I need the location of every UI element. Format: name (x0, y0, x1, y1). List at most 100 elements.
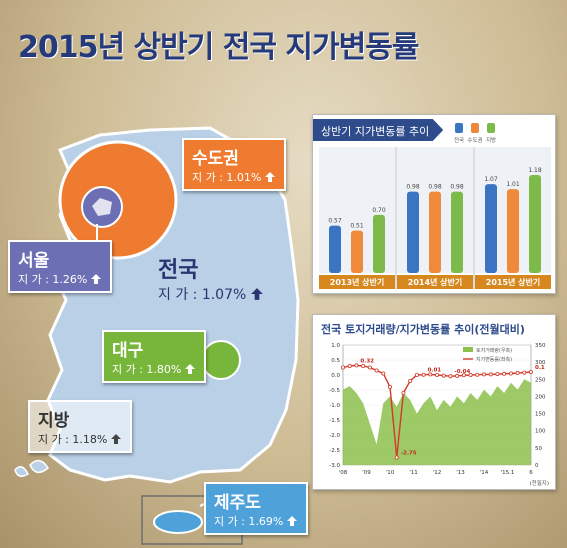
x-tick-label: '15.1 (501, 470, 515, 476)
price-change-point (502, 371, 507, 376)
seoul-rate: 지 가 : 1.26% (18, 273, 88, 286)
x-tick-label: '10 (386, 470, 395, 476)
daegu-circle (201, 340, 241, 380)
bar (373, 214, 385, 273)
right-tick-label: 200 (535, 394, 546, 400)
legend-label: 지가변동률(좌측) (476, 356, 512, 363)
bar-chart: 전국 수도권 지방 0.57 0.51 0.70 2013년 상반기 0.98 0.98 0.98… (319, 123, 551, 289)
page-title: 2015년 상반기 전국 지가변동률 (18, 30, 419, 65)
category-label: 2013년 상반기 (330, 277, 385, 287)
x-tick-label: '12 (433, 470, 442, 476)
bar-value-label: 0.57 (328, 218, 342, 225)
x-tick-label: '13 (456, 470, 465, 476)
price-change-point (347, 364, 352, 369)
price-change-point (508, 371, 513, 376)
right-tick-label: 250 (535, 377, 546, 383)
right-tick-label: 100 (535, 429, 546, 435)
price-change-point (414, 373, 419, 378)
national-name: 전국 (158, 258, 199, 283)
seoul-name: 서울 (18, 251, 50, 271)
left-tick-label: -0.5 (329, 388, 340, 394)
up-arrow-icon (91, 274, 102, 284)
category-band (475, 275, 551, 289)
price-change-point (461, 373, 466, 378)
left-tick-label: 0.5 (331, 358, 340, 364)
capital-name: 수도권 (192, 149, 239, 169)
price-change-point (421, 372, 426, 377)
price-change-point (495, 372, 500, 377)
right-tick-label: 0 (535, 463, 539, 469)
price-change-point (448, 374, 453, 379)
bar (429, 191, 441, 273)
provinces-rate: 지 가 : 1.18% (38, 433, 108, 446)
bar (507, 189, 519, 273)
annotation-label: 0.1 (535, 365, 545, 371)
legend-label: 지방 (486, 136, 496, 144)
left-tick-label: 1.0 (331, 343, 340, 349)
price-change-point (515, 370, 520, 375)
jeju-label: 제주도 지 가 : 1.69% (204, 482, 309, 535)
trend-chart: 1.0 0.5 0.0 -0.5 -1.0 -1.5 -2.0 -2.5 -3.0 350 300 2… (329, 343, 549, 487)
left-tick-label: -2.5 (329, 448, 340, 454)
legend-swatch (455, 123, 463, 133)
up-arrow-icon (111, 434, 122, 444)
trend-chart-panel: 전국 토지거래량/지가변동률 추이(전월대비) 1.0 0.5 0.0 -0.5 -1.… (312, 314, 556, 490)
up-arrow-icon (287, 516, 298, 526)
bar-value-label: 0.98 (428, 184, 442, 191)
bar (407, 191, 419, 273)
category-label: 2014년 상반기 (408, 277, 463, 287)
bar-chart-title: 상반기 지가변동률 추이 (313, 119, 444, 141)
category-band (397, 275, 473, 289)
right-tick-label: 350 (535, 343, 546, 349)
price-change-point (441, 373, 446, 378)
annotation-label: -2.75 (401, 451, 417, 457)
daegu-label: 대구 지 가 : 1.80% (102, 330, 207, 383)
price-change-point (354, 363, 359, 368)
jeju-island (153, 510, 203, 534)
bar-value-label: 1.18 (528, 167, 542, 174)
legend-swatch (471, 123, 479, 133)
up-arrow-icon (185, 364, 196, 374)
right-tick-label: 150 (535, 412, 546, 418)
jeju-name: 제주도 (214, 493, 261, 513)
provinces-label: 지방 지 가 : 1.18% (28, 400, 133, 453)
x-tick-label: '08 (339, 470, 348, 476)
bar (351, 230, 363, 273)
price-change-point (475, 372, 480, 377)
legend-swatch (463, 347, 473, 352)
up-arrow-icon (265, 172, 276, 182)
bar-value-label: 1.07 (484, 176, 498, 183)
x-tick-label: '11 (409, 470, 418, 476)
bar (529, 174, 541, 273)
bar-value-label: 1.01 (506, 181, 520, 188)
bar-chart-panel: 상반기 지가변동률 추이 전국 수도권 지방 0.57 0.51 0.70 2013년 상반… (312, 114, 556, 294)
bar-value-label: 0.98 (450, 184, 464, 191)
unit-note: (천필지) (530, 479, 549, 487)
legend-label: 전국 (454, 136, 464, 144)
price-change-point (374, 368, 379, 373)
price-change-point (428, 372, 433, 377)
price-change-point (522, 370, 527, 375)
daegu-name: 대구 (112, 341, 144, 361)
left-tick-label: -1.0 (329, 403, 340, 409)
bar-value-label: 0.51 (350, 223, 364, 230)
price-change-point (455, 373, 460, 378)
price-change-point (468, 373, 473, 378)
bar (451, 191, 463, 273)
legend-label: 토지거래량(우측) (476, 347, 512, 354)
volume-area (343, 379, 531, 465)
up-arrow-icon (251, 288, 264, 300)
left-tick-label: 0.0 (331, 373, 340, 379)
category-label: 2015년 상반기 (486, 277, 541, 287)
price-change-point (408, 379, 413, 384)
price-change-point (361, 364, 366, 369)
capital-rate: 지 가 : 1.01% (192, 171, 262, 184)
annotation-label: -0.04 (454, 369, 470, 375)
bar (329, 225, 341, 273)
seoul-label: 서울 지 가 : 1.26% (8, 240, 113, 293)
right-tick-label: 300 (535, 360, 546, 366)
legend-label: 수도권 (467, 136, 482, 144)
price-change-point (481, 372, 486, 377)
price-change-point (401, 391, 406, 396)
